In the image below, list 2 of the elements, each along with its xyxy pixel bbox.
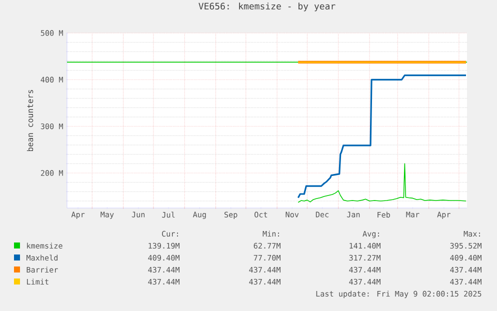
chart-title: VE656: kmemsize - by year (198, 2, 336, 12)
y-axis-title: bean counters (26, 90, 34, 152)
